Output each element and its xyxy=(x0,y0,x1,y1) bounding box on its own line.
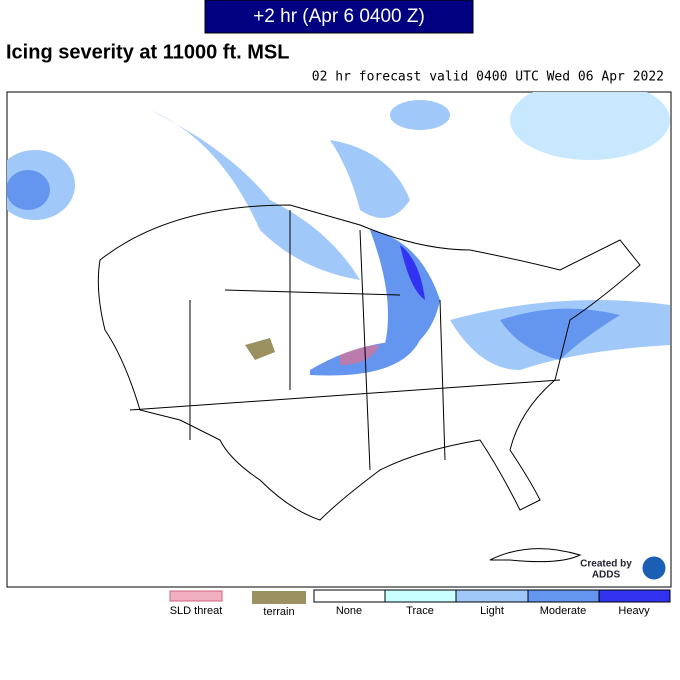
scale-swatch xyxy=(384,589,457,603)
boundaries xyxy=(97,204,641,563)
noaa-logo xyxy=(641,555,667,581)
terrain-label: terrain xyxy=(263,606,294,618)
sld-label: SLD threat xyxy=(170,605,223,617)
map xyxy=(6,91,672,588)
scale-swatch xyxy=(598,589,671,603)
credit-line: ADDS xyxy=(592,570,621,581)
title: Icing severity at 11000 ft. MSL xyxy=(6,41,289,63)
scale-label: None xyxy=(336,605,362,617)
credit-line: Created by xyxy=(580,559,632,570)
credit: Created by ADDS xyxy=(580,555,667,581)
legend: SLD threat terrain None Trace Light Mode… xyxy=(169,589,671,618)
header-box xyxy=(204,0,474,34)
subtitle: 02 hr forecast valid 0400 UTC Wed 06 Apr… xyxy=(312,70,664,85)
terrain-swatch xyxy=(252,591,306,604)
scale-label: Moderate xyxy=(540,605,586,617)
scale-swatch xyxy=(313,589,386,603)
scale-label: Light xyxy=(480,605,504,617)
sld-swatch xyxy=(169,590,223,602)
scale-swatch xyxy=(527,589,600,603)
scale-swatch xyxy=(455,589,529,603)
icing-field xyxy=(7,92,670,376)
scale-label: Heavy xyxy=(618,605,650,617)
header-title: +2 hr (Apr 6 0400 Z) xyxy=(253,6,425,27)
scale-label: Trace xyxy=(406,605,434,617)
